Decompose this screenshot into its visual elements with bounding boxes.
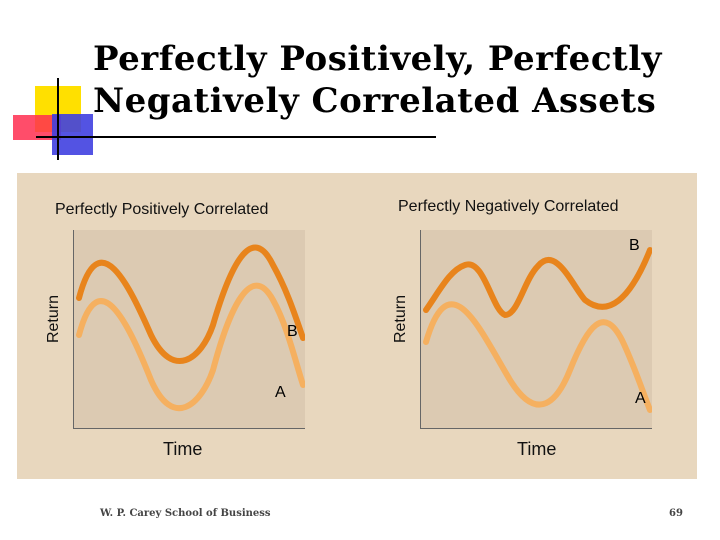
left-plot-title: Perfectly Positively Correlated <box>55 201 269 218</box>
slide-footer: W. P. Carey School of Business <box>100 508 271 519</box>
decor-horizontal-line <box>36 136 436 138</box>
decor-vertical-line <box>57 78 59 160</box>
left-plot-curves <box>76 244 305 412</box>
right-label-b: B <box>629 237 640 254</box>
left-plot-xlabel: Time <box>163 439 203 459</box>
left-plot-area <box>73 230 305 428</box>
right-label-a: A <box>635 390 646 407</box>
right-curve-b <box>423 247 652 319</box>
right-plot-xlabel: Time <box>517 439 557 459</box>
right-curve-a <box>423 301 652 413</box>
right-y-axis <box>420 230 421 428</box>
right-plot-ylabel: Return <box>392 294 409 344</box>
left-curve-a <box>76 282 305 412</box>
left-x-axis <box>73 428 305 429</box>
right-plot-area <box>420 230 652 428</box>
left-curve-b <box>76 244 305 364</box>
right-x-axis <box>420 428 652 429</box>
diagram-panel: Perfectly Positively Correlated Return B… <box>17 173 697 479</box>
right-plot-curves <box>423 247 652 413</box>
left-label-a: A <box>275 384 286 401</box>
left-y-axis <box>73 230 74 428</box>
page-number: 69 <box>669 508 683 519</box>
left-plot-ylabel: Return <box>45 294 62 344</box>
slide-title: Perfectly Positively, Perfectly Negative… <box>93 39 662 121</box>
left-label-b: B <box>287 323 298 340</box>
right-plot-title: Perfectly Negatively Correlated <box>398 198 619 215</box>
